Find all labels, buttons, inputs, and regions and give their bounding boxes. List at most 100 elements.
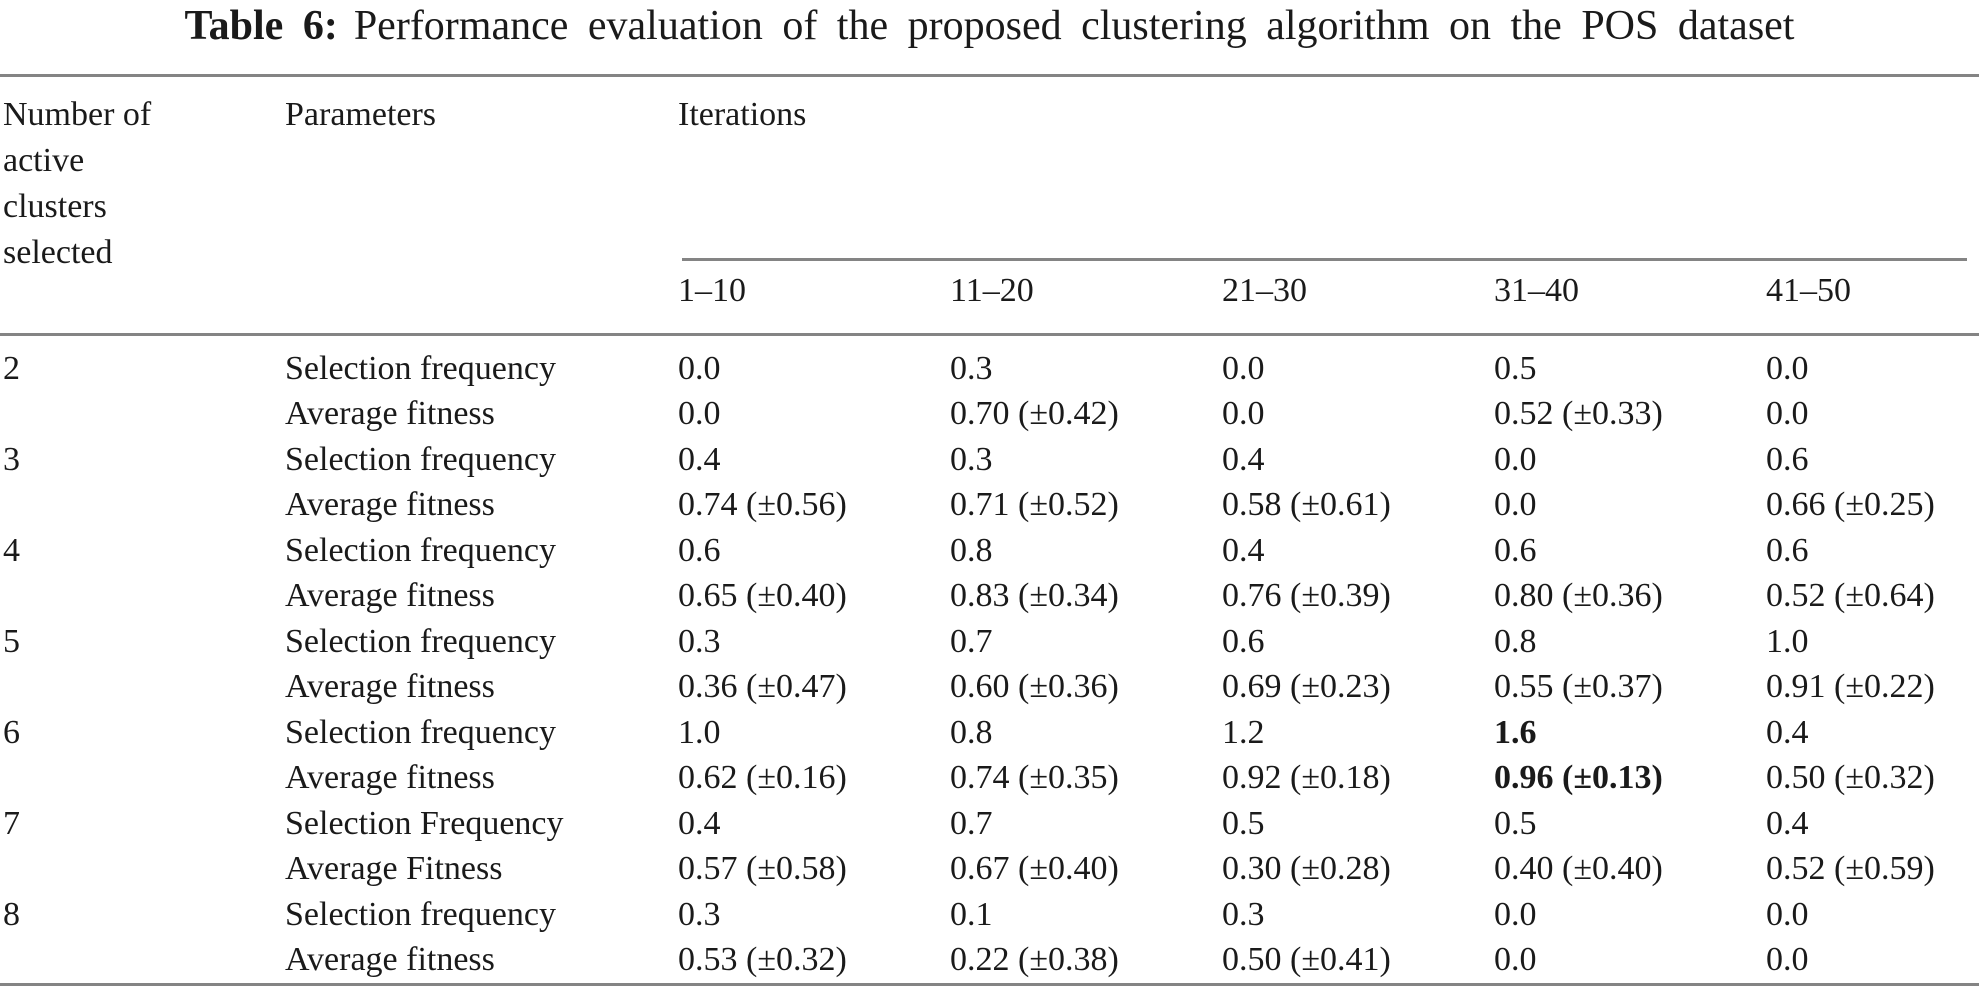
- cluster-count-cell: 2: [3, 349, 20, 387]
- value-cell: 0.66 (±0.25): [1766, 486, 1935, 524]
- value-cell: 0.8: [950, 713, 993, 751]
- value-cell: 0.80 (±0.36): [1494, 577, 1663, 615]
- parameter-cell: Selection frequency: [285, 622, 556, 660]
- value-cell: 0.4: [678, 804, 721, 842]
- cluster-count-cell: 7: [3, 804, 20, 842]
- table-row: 3 Selection frequency 0.4 0.3 0.4 0.0 0.…: [0, 437, 1979, 483]
- value-cell: 0.69 (±0.23): [1222, 668, 1391, 706]
- cluster-count-cell: 6: [3, 713, 20, 751]
- table-row: Average fitness 0.74 (±0.56) 0.71 (±0.52…: [0, 483, 1979, 529]
- parameter-cell: Average Fitness: [285, 850, 503, 888]
- table-row: 5 Selection frequency 0.3 0.7 0.6 0.8 1.…: [0, 619, 1979, 665]
- table-row: 8 Selection frequency 0.3 0.1 0.3 0.0 0.…: [0, 892, 1979, 938]
- value-cell: 1.0: [1766, 622, 1809, 660]
- value-cell: 0.50 (±0.32): [1766, 759, 1935, 797]
- table-caption-label: Table 6:: [184, 3, 338, 49]
- value-cell: 0.0: [1766, 941, 1809, 979]
- iterations-group-rule: [682, 258, 1967, 261]
- value-cell: 0.92 (±0.18): [1222, 759, 1391, 797]
- value-cell: 0.8: [950, 531, 993, 569]
- value-cell: 0.74 (±0.35): [950, 759, 1119, 797]
- table-row: Average fitness 0.62 (±0.16) 0.74 (±0.35…: [0, 756, 1979, 802]
- value-cell: 1.2: [1222, 713, 1265, 751]
- parameter-cell: Average fitness: [285, 577, 495, 615]
- parameter-cell: Selection frequency: [285, 713, 556, 751]
- value-cell: 0.60 (±0.36): [950, 668, 1119, 706]
- value-cell: 0.8: [1494, 622, 1537, 660]
- value-cell: 0.83 (±0.34): [950, 577, 1119, 615]
- cluster-count-cell: [0, 938, 282, 984]
- table-row: Average Fitness 0.57 (±0.58) 0.67 (±0.40…: [0, 847, 1979, 893]
- parameter-cell: Average fitness: [285, 486, 495, 524]
- value-cell: 0.7: [950, 622, 993, 660]
- value-cell: 0.0: [1494, 895, 1537, 933]
- header-rule: [0, 333, 1979, 336]
- value-cell: 0.7: [950, 804, 993, 842]
- table-row: 4 Selection frequency 0.6 0.8 0.4 0.6 0.…: [0, 528, 1979, 574]
- cluster-count-cell: 3: [3, 440, 20, 478]
- value-cell: 0.3: [950, 349, 993, 387]
- bottom-rule: [0, 983, 1979, 986]
- value-cell: 0.0: [1222, 349, 1265, 387]
- cluster-count-cell: [0, 847, 282, 893]
- value-cell: 0.0: [1222, 395, 1265, 433]
- table-row: 7 Selection Frequency 0.4 0.7 0.5 0.5 0.…: [0, 801, 1979, 847]
- value-cell: 0.3: [950, 440, 993, 478]
- column-header-range-11-20: 11–20: [950, 272, 1034, 309]
- value-cell: 0.1: [950, 895, 993, 933]
- cluster-count-cell: [0, 574, 282, 620]
- value-cell: 0.4: [1222, 531, 1265, 569]
- value-cell: 0.6: [1766, 531, 1809, 569]
- value-cell: 0.22 (±0.38): [950, 941, 1119, 979]
- parameter-cell: Selection frequency: [285, 531, 556, 569]
- value-cell: 0.74 (±0.56): [678, 486, 847, 524]
- value-cell: 0.0: [1766, 349, 1809, 387]
- value-cell: 0.6: [678, 531, 721, 569]
- value-cell: 1.6: [1494, 713, 1537, 751]
- results-table: 2 Selection frequency 0.0 0.3 0.0 0.5 0.…: [0, 346, 1979, 983]
- cluster-count-cell: 5: [3, 622, 20, 660]
- parameter-cell: Average fitness: [285, 941, 495, 979]
- value-cell: 0.40 (±0.40): [1494, 850, 1663, 888]
- column-group-header-iterations: Iterations: [678, 96, 807, 133]
- value-cell: 0.6: [1222, 622, 1265, 660]
- value-cell: 0.96 (±0.13): [1494, 759, 1663, 797]
- cluster-count-cell: [0, 483, 282, 529]
- value-cell: 0.0: [1766, 895, 1809, 933]
- cluster-count-cell: [0, 392, 282, 438]
- value-cell: 0.30 (±0.28): [1222, 850, 1391, 888]
- value-cell: 0.57 (±0.58): [678, 850, 847, 888]
- column-header-range-1-10: 1–10: [678, 272, 746, 309]
- table-row: 2 Selection frequency 0.0 0.3 0.0 0.5 0.…: [0, 346, 1979, 392]
- value-cell: 0.0: [678, 349, 721, 387]
- value-cell: 0.5: [1494, 804, 1537, 842]
- value-cell: 0.36 (±0.47): [678, 668, 847, 706]
- value-cell: 0.76 (±0.39): [1222, 577, 1391, 615]
- value-cell: 0.52 (±0.33): [1494, 395, 1663, 433]
- value-cell: 0.4: [678, 440, 721, 478]
- table-row: Average fitness 0.53 (±0.32) 0.22 (±0.38…: [0, 938, 1979, 984]
- value-cell: 1.0: [678, 713, 721, 751]
- cluster-count-cell: 4: [3, 531, 20, 569]
- value-cell: 0.3: [1222, 895, 1265, 933]
- cluster-count-cell: [0, 665, 282, 711]
- value-cell: 0.65 (±0.40): [678, 577, 847, 615]
- table-row: Average fitness 0.65 (±0.40) 0.83 (±0.34…: [0, 574, 1979, 620]
- value-cell: 0.3: [678, 622, 721, 660]
- value-cell: 0.62 (±0.16): [678, 759, 847, 797]
- value-cell: 0.0: [678, 395, 721, 433]
- column-header-range-41-50: 41–50: [1766, 272, 1851, 309]
- column-header-range-31-40: 31–40: [1494, 272, 1579, 309]
- value-cell: 0.4: [1766, 804, 1809, 842]
- parameter-cell: Average fitness: [285, 395, 495, 433]
- value-cell: 0.55 (±0.37): [1494, 668, 1663, 706]
- value-cell: 0.6: [1766, 440, 1809, 478]
- parameter-cell: Selection frequency: [285, 349, 556, 387]
- value-cell: 0.5: [1222, 804, 1265, 842]
- parameter-cell: Selection frequency: [285, 895, 556, 933]
- value-cell: 0.53 (±0.32): [678, 941, 847, 979]
- top-rule: [0, 74, 1979, 77]
- value-cell: 0.58 (±0.61): [1222, 486, 1391, 524]
- value-cell: 0.67 (±0.40): [950, 850, 1119, 888]
